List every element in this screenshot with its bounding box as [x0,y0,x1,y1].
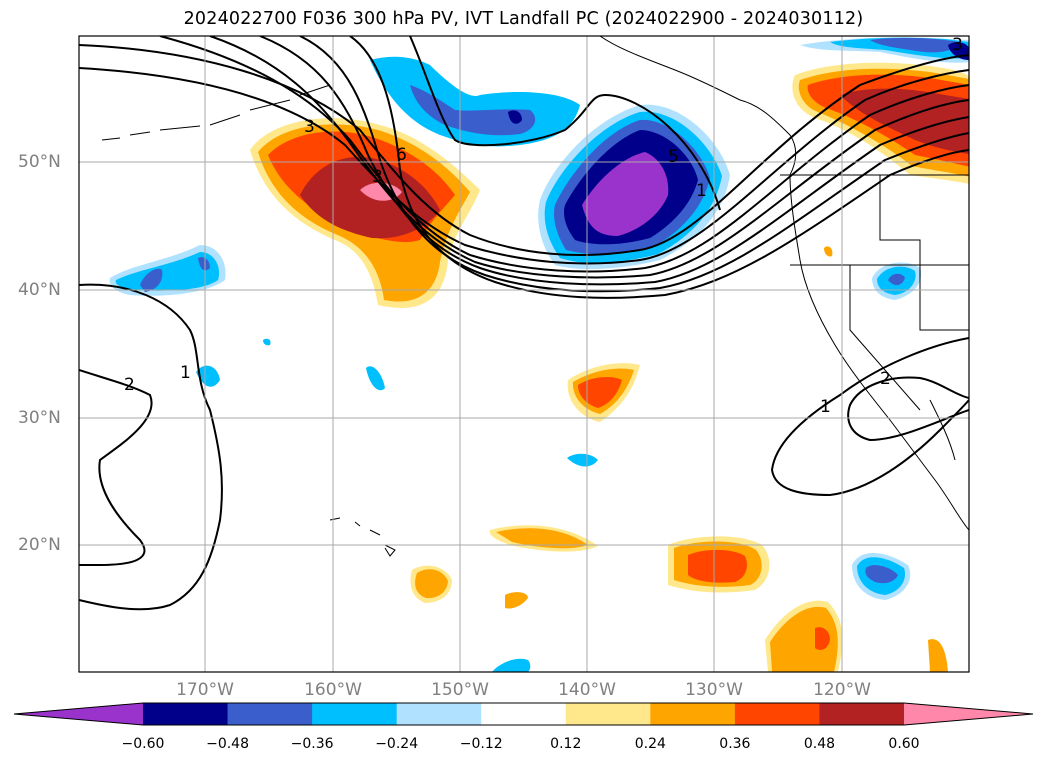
lon-label-140w: 140°W [558,680,616,700]
colorbar-tick-label: 0.60 [888,736,920,752]
lon-label-150w: 150°W [431,680,489,700]
pv-positive-anomaly-northeast [792,62,969,184]
contour-label: 2 [880,369,891,389]
contour-label: 3 [304,117,315,137]
colorbar-tick-label: 0.36 [719,736,751,752]
lon-label-170w: 170°W [176,680,234,700]
colorbar-tick-label: 0.24 [634,736,666,752]
graticule [79,36,969,672]
map-frame [78,35,970,673]
lon-label-160w: 160°W [304,680,362,700]
contour-label: 2 [124,375,135,395]
contour-label: 3 [372,167,383,187]
colorbar-tick-label: −0.48 [206,736,249,752]
contour-label: 5 [668,147,679,167]
colorbar-tick-label: 0.48 [803,736,836,752]
contour-label: 3 [952,35,963,55]
colorbar-tick-label: −0.60 [121,736,165,752]
colorbar-tick-label: −0.12 [459,736,503,752]
lat-label-50n: 50°N [18,152,61,172]
colorbar-tick-label: 0.12 [550,736,582,752]
pv-negative-anomaly-gulf-of-alaska [370,56,730,270]
colorbar-tick-label: −0.36 [290,736,334,752]
contour-label: 1 [696,181,707,201]
pv-positive-anomaly-subtropical [410,246,948,672]
contour-label: 6 [396,145,407,165]
contour-labels: 3 6 3 5 1 1 2 1 2 3 [124,35,963,417]
colorbar-tick-label: −0.24 [375,736,419,752]
lat-label-30n: 30°N [18,408,61,428]
lon-label-120w: 120°W [813,680,871,700]
lat-label-20n: 20°N [18,535,61,555]
lon-label-130w: 130°W [685,680,743,700]
contour-label: 1 [180,363,191,383]
coastlines [101,36,969,557]
map-title: 2024022700 F036 300 hPa PV, IVT Landfall… [183,9,864,29]
contour-label: 1 [820,397,831,417]
lat-label-40n: 40°N [18,280,61,300]
